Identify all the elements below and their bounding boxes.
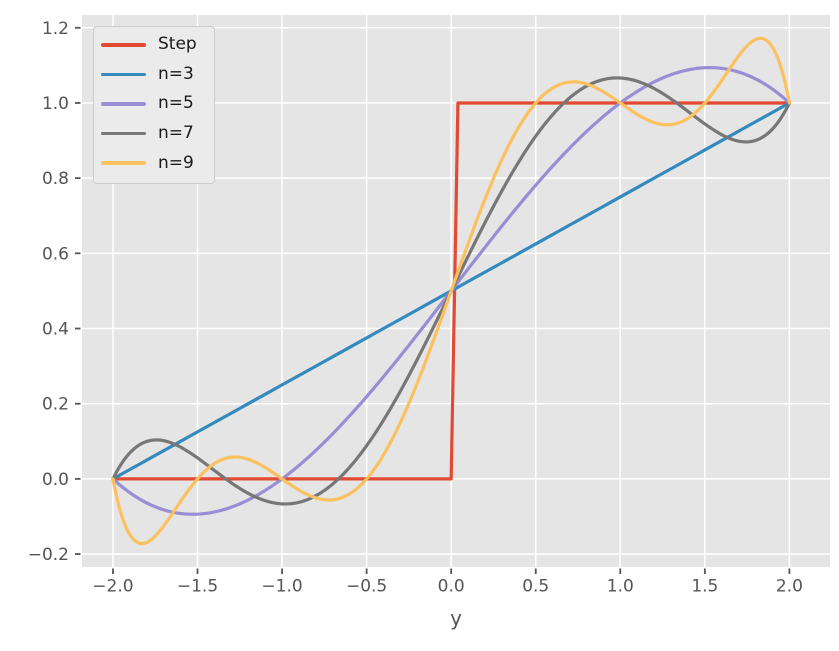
y-tick-label: 0.2 (42, 395, 69, 415)
y-tick-label: 0.6 (42, 244, 69, 264)
x-tick-label: −0.5 (346, 577, 387, 597)
y-tick-label: −0.2 (28, 545, 69, 565)
legend-box: Step n=3 n=5 n=7 n=9 (93, 26, 215, 184)
x-axis-title: y (450, 606, 462, 630)
legend-entry-n7: n=7 (94, 119, 214, 149)
x-tick-label: 0.5 (522, 577, 549, 597)
x-tick-label: −2.0 (92, 577, 133, 597)
y-tick-label: 0.0 (42, 470, 69, 490)
y-tick-label: 0.4 (42, 320, 69, 340)
y-tick-label: 1.2 (42, 19, 69, 39)
legend-line-n7-icon (101, 131, 146, 136)
legend-label-n7: n=7 (158, 123, 194, 144)
x-tick-label: 1.5 (691, 577, 718, 597)
x-tick-label: −1.5 (177, 577, 218, 597)
legend-label-n5: n=5 (158, 93, 194, 114)
legend-label-n9: n=9 (158, 152, 194, 173)
legend-entry-n3: n=3 (94, 60, 214, 90)
x-tick-label: 0.0 (438, 577, 465, 597)
legend-line-n3-icon (101, 72, 146, 77)
legend-line-n9-icon (101, 161, 146, 165)
y-tick-label: 0.8 (42, 169, 69, 189)
legend-entry-n9: n=9 (94, 148, 214, 178)
x-tick-label: 1.0 (607, 577, 634, 597)
legend-label-n3: n=3 (158, 63, 194, 84)
y-tick-label: 1.0 (42, 94, 69, 114)
legend-line-step-icon (101, 43, 146, 47)
legend-line-n5-icon (101, 102, 146, 106)
legend-entry-n5: n=5 (94, 89, 214, 119)
series-line-n-9 (111, 36, 792, 546)
legend-label-step: Step (158, 34, 197, 55)
x-tick-label: 2.0 (776, 577, 803, 597)
legend-entry-step: Step (94, 30, 214, 60)
x-tick-label: −1.0 (261, 577, 302, 597)
